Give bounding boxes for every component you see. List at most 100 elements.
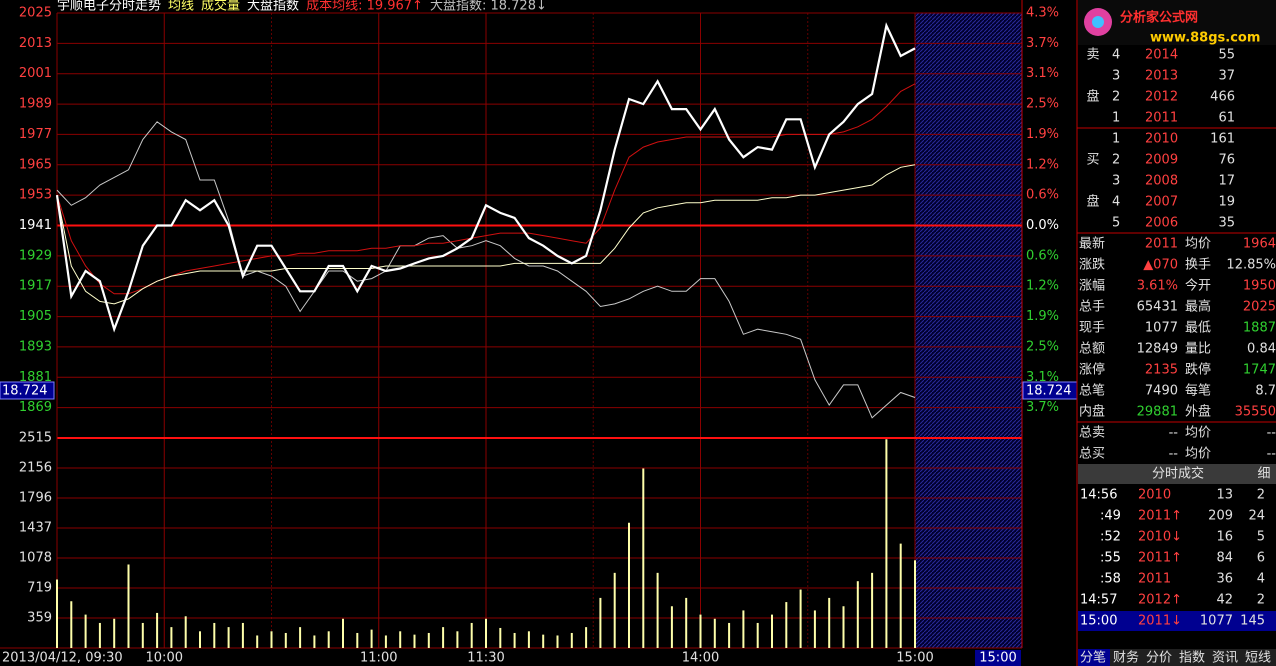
cell: :55 [1100, 551, 1121, 566]
volume-bar [742, 610, 745, 648]
volume-bar [313, 635, 316, 648]
cell: :58 [1100, 572, 1121, 587]
cell: 4 [1257, 572, 1265, 587]
cell: 161 [1210, 132, 1235, 147]
cell: 1950 [1243, 279, 1276, 294]
trades-detail[interactable]: 细 [1257, 467, 1270, 482]
volume-bar [127, 564, 130, 648]
header-item: 成本均线: 19.967↑ [306, 0, 423, 14]
volume-bar [885, 439, 888, 648]
y-tick-label: 1953 [19, 188, 52, 203]
cell: :49 [1100, 509, 1121, 524]
volume-bar [370, 629, 373, 648]
cell: 15:00 [1080, 614, 1117, 629]
cell: 1887 [1243, 321, 1276, 336]
cell: 3 [1112, 69, 1120, 84]
volume-bar [356, 632, 359, 648]
volume-bar [456, 631, 459, 648]
volume-bar [585, 627, 588, 648]
header-item: 大盘指数: 18.728↓ [430, 0, 547, 14]
cell: 2012 [1145, 90, 1178, 105]
cell: 1 [1112, 132, 1120, 147]
cell: 每笔 [1185, 383, 1211, 399]
cell: 2011 [1145, 111, 1178, 126]
pct-label: 3.1% [1026, 66, 1059, 81]
y-tick-label: 2025 [19, 6, 52, 21]
cell: 14:57 [1080, 593, 1117, 608]
pct-label: 1.2% [1026, 157, 1059, 172]
volume-bar [556, 635, 559, 648]
tab[interactable]: 资讯 [1212, 651, 1238, 666]
tab[interactable]: 短线 [1245, 651, 1271, 666]
cell: 涨幅 [1079, 279, 1105, 294]
volume-tick-label: 1078 [19, 550, 52, 565]
cell: 37 [1218, 69, 1235, 84]
y-tick-label: 1929 [19, 248, 52, 263]
volume-tick-label: 2156 [19, 460, 52, 475]
volume-bar [542, 634, 545, 648]
volume-tick-label: 1437 [19, 521, 52, 536]
volume-bar [771, 614, 773, 648]
cell: 1077 [1145, 321, 1178, 336]
volume-bar [170, 627, 173, 648]
price-line [56, 121, 916, 419]
cell: 最新 [1079, 236, 1105, 252]
selected-trade [1078, 611, 1276, 631]
price-line [55, 22, 916, 333]
x-tick-label: 11:30 [467, 651, 504, 666]
y-tick-label: 1917 [19, 279, 52, 294]
volume-bar [713, 618, 716, 648]
cell: 2007 [1145, 195, 1178, 210]
cell: 2011 [1145, 237, 1178, 252]
trades-title: 分时成交 [1152, 466, 1204, 482]
tab[interactable]: 分笔 [1080, 650, 1106, 666]
tab[interactable]: 分价 [1146, 651, 1172, 666]
cell: :52 [1100, 530, 1121, 545]
tab[interactable]: 财务 [1113, 650, 1139, 666]
y-tick-label: 2001 [19, 66, 52, 81]
cell: 6 [1257, 551, 1265, 566]
cell: 2010 [1145, 132, 1178, 147]
cell: 35550 [1235, 405, 1276, 420]
volume-bar [785, 602, 788, 648]
price-line [56, 83, 916, 295]
cell: -- [1169, 447, 1179, 462]
pct-label: 3.7% [1026, 400, 1059, 415]
cell: 84 [1216, 551, 1233, 566]
volume-bar [685, 597, 688, 648]
cell: 29881 [1137, 405, 1178, 420]
volume-bar [299, 627, 302, 648]
cell: 2 [1257, 593, 1265, 608]
cell: 2011↑ [1138, 551, 1182, 566]
book-label: 买 [1086, 153, 1099, 168]
tab[interactable]: 指数 [1179, 651, 1205, 666]
y-tick-label: 2013 [19, 36, 52, 51]
cell: 最高 [1185, 299, 1211, 315]
volume-bar [70, 601, 73, 648]
volume-bar [84, 614, 87, 648]
book-label: 盘 [1086, 89, 1099, 105]
volume-bar [241, 622, 244, 648]
cell: 3 [1112, 174, 1120, 189]
header-item: 宇顺电子分时走势 [57, 0, 161, 14]
volume-bar [199, 631, 201, 648]
cell: 1077 [1200, 614, 1233, 629]
volume-tick-label: 719 [27, 580, 52, 595]
volume-bar [914, 560, 916, 648]
volume-bar [499, 627, 502, 648]
volume-bar [670, 606, 673, 648]
cell: 总卖 [1079, 426, 1105, 441]
cell: 2011↓ [1138, 614, 1182, 629]
cell: 4 [1112, 195, 1120, 210]
trades-header [1078, 464, 1276, 484]
volume-bar [213, 622, 216, 648]
header-item: 均线 [168, 0, 194, 14]
cell: 8.7 [1255, 384, 1276, 399]
y-tick-label: 1905 [19, 309, 52, 324]
active-tab [1078, 649, 1110, 666]
volume-bar [613, 572, 616, 648]
cell: 涨停 [1079, 362, 1105, 378]
volume-bar [470, 622, 473, 648]
cell: 14:56 [1080, 488, 1117, 503]
